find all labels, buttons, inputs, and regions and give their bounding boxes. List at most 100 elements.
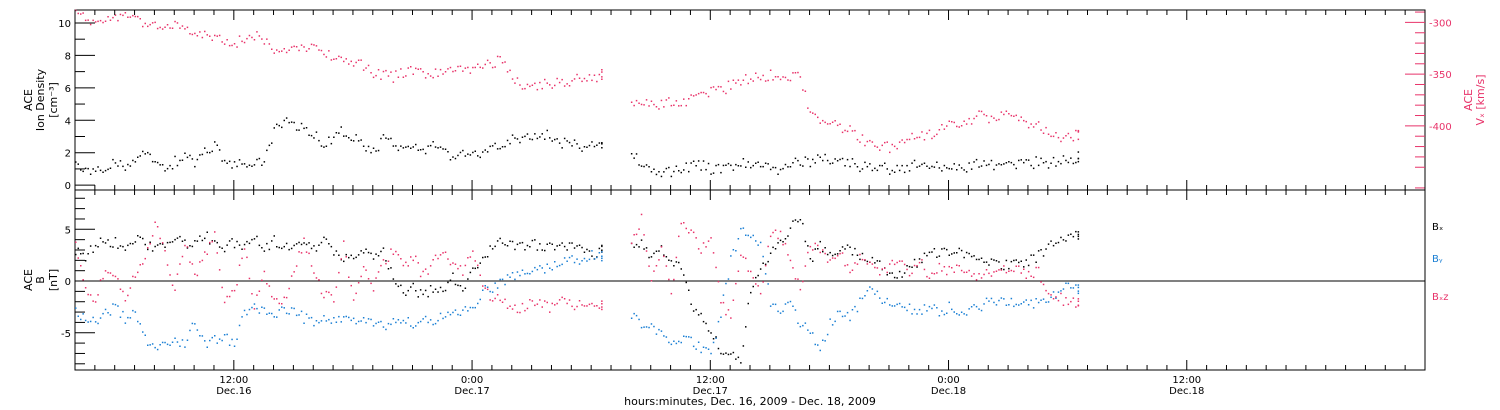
data-point: [717, 85, 720, 88]
data-point: [285, 117, 288, 119]
data-point: [856, 254, 859, 256]
data-point: [382, 70, 385, 73]
data-point: [680, 268, 682, 270]
data-point: [124, 12, 127, 14]
data-point: [755, 283, 757, 285]
data-point: [841, 246, 844, 248]
data-point: [643, 165, 645, 168]
top-right-ylabel-line1: ACE: [1462, 89, 1475, 111]
data-point: [799, 164, 802, 166]
data-point: [593, 305, 596, 307]
data-point: [777, 76, 779, 78]
data-point: [1060, 162, 1062, 165]
data-point: [727, 353, 730, 356]
data-point: [692, 345, 695, 348]
data-point: [186, 156, 189, 159]
data-point: [109, 245, 112, 248]
data-point: [668, 259, 670, 261]
data-point: [447, 281, 449, 284]
data-point: [534, 266, 536, 269]
data-point: [1040, 249, 1042, 251]
data-point: [638, 246, 640, 248]
data-point: [839, 310, 841, 313]
data-point: [573, 261, 576, 264]
data-point: [256, 158, 258, 161]
data-point: [119, 245, 122, 247]
data-point: [1077, 298, 1080, 300]
data-point: [901, 164, 903, 167]
data-point: [990, 159, 993, 162]
data-point: [1062, 137, 1065, 139]
data-point: [117, 305, 119, 307]
data-point: [261, 279, 263, 281]
data-point: [489, 62, 491, 64]
data-point: [340, 56, 342, 59]
data-point: [558, 264, 561, 267]
data-point: [541, 87, 543, 90]
data-point: [655, 173, 658, 176]
data-point: [114, 162, 117, 164]
data-point: [516, 311, 519, 314]
data-point: [444, 251, 447, 253]
data-point: [767, 163, 769, 165]
data-point: [685, 335, 687, 338]
data-point: [767, 79, 769, 82]
data-point: [774, 303, 777, 306]
data-point: [1010, 114, 1013, 117]
data-point: [814, 248, 816, 250]
data-point: [159, 242, 161, 245]
data-point: [236, 338, 238, 340]
data-point: [214, 34, 216, 37]
data-point: [884, 141, 886, 144]
data-point: [464, 306, 467, 308]
data-point: [454, 70, 457, 72]
data-point: [1008, 304, 1010, 306]
data-point: [824, 252, 826, 255]
data-point: [1067, 161, 1070, 164]
data-point: [199, 335, 201, 337]
data-point: [375, 253, 377, 255]
data-point: [407, 265, 409, 267]
data-point: [737, 238, 740, 240]
data-point: [591, 255, 593, 257]
data-point: [923, 268, 926, 271]
x-tick-date-label: Dec.16: [216, 386, 251, 397]
data-point: [601, 69, 603, 71]
data-point: [310, 134, 313, 137]
data-point: [387, 138, 390, 140]
data-point: [591, 79, 593, 82]
data-point: [457, 313, 459, 316]
data-point: [238, 244, 241, 246]
data-point: [764, 273, 767, 275]
data-point: [846, 130, 849, 133]
data-point: [199, 31, 201, 33]
data-point: [802, 89, 804, 91]
data-point: [901, 306, 903, 308]
data-point: [387, 268, 390, 270]
data-point: [1040, 157, 1042, 160]
data-point: [690, 94, 692, 96]
data-point: [1050, 294, 1052, 296]
data-point: [142, 237, 144, 240]
data-point: [601, 143, 603, 145]
data-point: [539, 136, 541, 138]
data-point: [236, 46, 238, 48]
data-point: [643, 248, 645, 250]
data-point: [764, 80, 767, 82]
data-point: [258, 157, 261, 160]
data-point: [884, 267, 886, 269]
data-point: [166, 343, 169, 346]
data-point: [556, 245, 558, 247]
data-point: [970, 275, 973, 277]
data-point: [392, 318, 395, 320]
data-point: [429, 144, 432, 147]
data-point: [454, 157, 457, 160]
data-point: [1030, 254, 1032, 256]
x-tick-time-label: 0:00: [461, 375, 483, 386]
data-point: [576, 258, 578, 260]
data-point: [273, 298, 275, 300]
data-point: [846, 311, 849, 314]
data-point: [1003, 268, 1005, 271]
data-point: [678, 105, 680, 107]
data-point: [933, 304, 936, 306]
